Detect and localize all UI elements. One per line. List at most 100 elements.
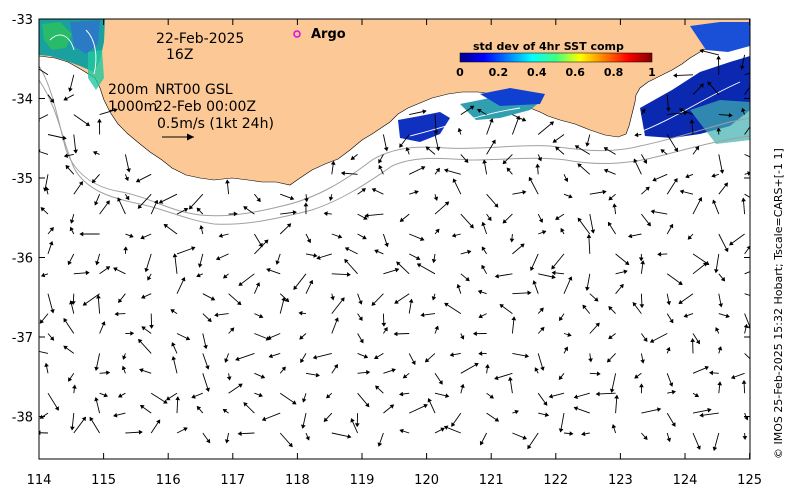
velocity-vector	[73, 114, 90, 126]
velocity-vector-head	[728, 112, 733, 118]
velocity-vector	[596, 392, 616, 395]
velocity-vector-head	[391, 368, 396, 373]
velocity-vector-head	[687, 235, 693, 240]
velocity-vector-head	[258, 313, 264, 319]
velocity-vector	[365, 213, 384, 217]
velocity-vector-head	[114, 311, 119, 317]
velocity-vector-head	[581, 431, 586, 437]
velocity-vector-head	[435, 146, 441, 152]
velocity-vector	[159, 193, 178, 204]
velocity-vector-head	[660, 149, 665, 154]
velocity-vector-head	[457, 127, 463, 133]
velocity-vector-head	[573, 394, 579, 399]
velocity-vector	[313, 352, 332, 359]
velocity-vector-head	[481, 221, 486, 227]
velocity-vector-head	[668, 382, 674, 387]
velocity-vector-head	[558, 428, 564, 433]
velocity-vector-head	[740, 65, 745, 70]
velocity-vector-head	[138, 429, 143, 435]
velocity-vector-head	[362, 235, 367, 240]
velocity-vector-head	[126, 168, 131, 173]
velocity-vector-head	[642, 159, 647, 164]
velocity-vector-head	[753, 119, 756, 122]
velocity-vector-head	[715, 327, 720, 332]
velocity-vector-head	[316, 255, 321, 260]
velocity-vector-head	[478, 313, 483, 319]
velocity-vector-head	[326, 393, 331, 399]
velocity-vector-head	[704, 365, 709, 371]
velocity-vector-head	[344, 258, 349, 264]
velocity-vector	[667, 112, 687, 116]
velocity-vector-head	[183, 427, 188, 432]
velocity-vector-head	[478, 351, 483, 356]
velocity-vector	[434, 201, 449, 215]
velocity-vector-head	[323, 211, 328, 216]
velocity-vector	[39, 150, 49, 155]
colorbar-tick-label: 0.4	[527, 66, 547, 79]
velocity-vector-head	[191, 394, 196, 399]
velocity-vector-head	[374, 249, 379, 254]
velocity-vector	[238, 273, 255, 286]
velocity-vector-head	[699, 412, 704, 418]
velocity-vector-head	[260, 374, 266, 379]
velocity-vector-head	[130, 331, 135, 336]
velocity-vector-head	[256, 197, 261, 203]
velocity-vector-head	[563, 177, 569, 183]
velocity-vector-head	[243, 206, 248, 211]
velocity-vector-head	[337, 234, 343, 239]
velocity-vector-head	[394, 267, 400, 273]
velocity-vector-head	[590, 229, 596, 234]
velocity-vector-head	[323, 417, 329, 423]
velocity-vector-head	[149, 324, 154, 329]
velocity-vector-head	[237, 431, 242, 436]
velocity-vector-head	[744, 415, 749, 421]
velocity-vector-head	[40, 272, 46, 278]
velocity-vector-head	[485, 364, 490, 369]
velocity-vector-head	[63, 153, 69, 159]
velocity-vector-head	[543, 401, 548, 406]
velocity-vector-head	[645, 186, 650, 191]
velocity-vector-head	[434, 325, 439, 331]
velocity-vector-head	[544, 412, 550, 417]
velocity-vector-head	[577, 217, 582, 223]
velocity-vector-head	[284, 297, 290, 303]
velocity-vector-head	[70, 426, 75, 431]
isobath-200m-label: 200m	[108, 82, 148, 98]
velocity-vectors	[39, 48, 756, 452]
velocity-vector-head	[141, 294, 146, 299]
velocity-vector-head	[582, 304, 587, 310]
velocity-vector-head	[181, 277, 186, 282]
velocity-vector-head	[520, 243, 525, 248]
velocity-vector-head	[460, 335, 465, 340]
y-tick-label: -34	[12, 93, 33, 108]
velocity-vector-head	[258, 242, 263, 248]
velocity-vector-head	[702, 262, 708, 267]
velocity-vector-head	[596, 371, 601, 377]
velocity-vector-head	[199, 225, 204, 230]
velocity-vector-head	[487, 216, 492, 222]
map-hour: 16Z	[166, 47, 193, 63]
x-tick-label: 116	[156, 473, 181, 488]
velocity-vector-head	[163, 223, 169, 229]
velocity-vector-head	[225, 179, 230, 184]
velocity-vector-head	[646, 221, 651, 227]
velocity-vector-head	[548, 393, 554, 399]
velocity-vector	[494, 372, 513, 380]
colorbar-tick-label: 0.8	[604, 66, 624, 79]
y-tick-label: -37	[12, 331, 33, 346]
velocity-vector-head	[506, 167, 511, 172]
velocity-vector-head	[113, 412, 118, 418]
velocity-vector-head	[347, 434, 352, 439]
velocity-vector-head	[363, 354, 369, 359]
velocity-vector-head	[243, 402, 248, 407]
velocity-vector-head	[657, 407, 662, 412]
velocity-vector-head	[438, 380, 443, 385]
velocity-vector-head	[226, 376, 232, 381]
credit-text: © IMOS 25-Feb-2025 15:32 Hobart; Tscale=…	[772, 148, 785, 459]
velocity-vector	[718, 233, 729, 252]
velocity-vector-head	[469, 105, 475, 110]
velocity-vector	[235, 352, 255, 361]
velocity-vector-head	[350, 155, 356, 160]
velocity-vector-head	[73, 149, 78, 154]
velocity-vector-head	[657, 251, 662, 257]
